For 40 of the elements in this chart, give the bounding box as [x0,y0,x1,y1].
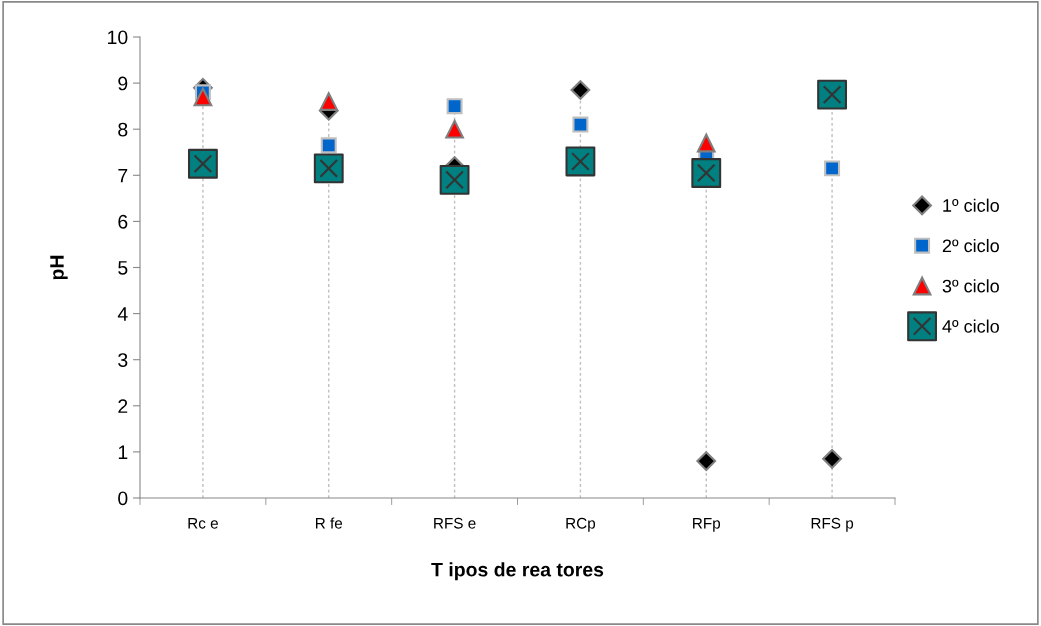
point [313,153,344,184]
point [565,146,596,177]
point [822,448,842,469]
y-tick-label: 8 [118,122,128,137]
x-tick-label: RFS e [434,517,476,529]
y-tick-label: 4 [117,307,128,321]
point [193,87,213,107]
y-tick-label: 5 [118,261,128,275]
point [691,158,722,188]
point [445,119,464,139]
y-tick-label: 7 [118,168,128,183]
y-tick-label: 9 [118,76,128,91]
point [446,98,463,115]
point [187,148,218,179]
x-axis-title: T ipos de rea tores [431,562,604,581]
y-tick-label: 6 [118,214,128,229]
point [439,164,470,195]
x-tick-label: RFS p [811,517,854,532]
y-tick-label: 10 [108,30,128,45]
legend-label: 3º ciclo [942,279,999,293]
legend-label: 2º ciclo [942,238,999,253]
x-tick-label: RFp [693,518,721,532]
y-axis-title: pH [50,255,68,280]
y-tick-label: 3 [118,353,128,367]
x-tick-label: R fe [315,517,343,529]
point [817,79,848,110]
point [572,116,589,133]
point [824,160,841,177]
legend-label: 4º ciclo [942,319,999,333]
legend-label: 1º ciclo [943,198,999,212]
y-tick-label: 1 [118,445,128,459]
point [696,451,717,471]
point [570,80,591,100]
y-tick-label: 0 [118,491,128,506]
y-tick-label: 2 [118,399,128,413]
point [320,137,337,154]
x-tick-label: Rc e [188,518,218,529]
point [696,133,716,153]
x-tick-label: RCp [566,517,596,532]
point [319,92,339,111]
